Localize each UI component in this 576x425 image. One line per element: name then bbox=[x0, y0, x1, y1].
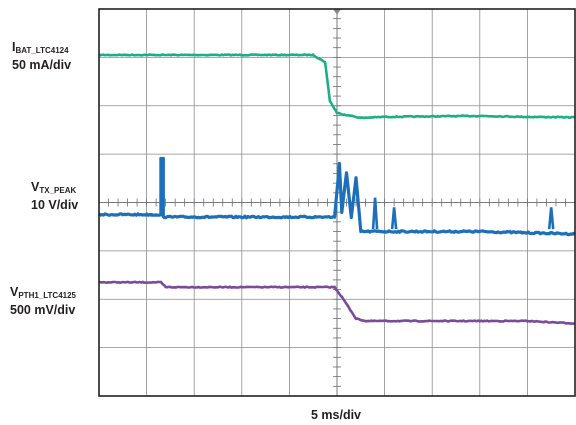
trace-2 bbox=[98, 280, 576, 325]
vtx-series-label: VTX_PEAK 10 V/div bbox=[31, 180, 78, 212]
ibat-name-sub: BAT_LTC4124 bbox=[15, 46, 69, 55]
vpth-name-main: V bbox=[10, 285, 19, 299]
trigger-marker bbox=[333, 9, 341, 15]
vtx-scale: 10 V/div bbox=[31, 198, 79, 212]
x-axis-label: 5 ms/div bbox=[310, 408, 362, 422]
plot-border bbox=[98, 8, 576, 397]
vtx-name-main: V bbox=[31, 180, 40, 194]
ibat-scale: 50 mA/div bbox=[12, 58, 72, 72]
vpth-series-label: VPTH1_LTC4125 500 mV/div bbox=[10, 285, 76, 317]
spike-1 bbox=[390, 207, 398, 230]
vpth-name-sub: PTH1_LTC4125 bbox=[18, 291, 76, 300]
vpth-scale: 500 mV/div bbox=[10, 303, 76, 317]
trace-0 bbox=[98, 53, 576, 120]
vtx-name-sub: TX_PEAK bbox=[39, 186, 77, 195]
ibat-series-label: IBAT_LTC4124 50 mA/div bbox=[12, 40, 71, 72]
ibat-name-main: I bbox=[12, 40, 16, 54]
trace-1 bbox=[97, 156, 576, 237]
spike-0 bbox=[371, 197, 379, 230]
spike-2 bbox=[547, 207, 555, 230]
